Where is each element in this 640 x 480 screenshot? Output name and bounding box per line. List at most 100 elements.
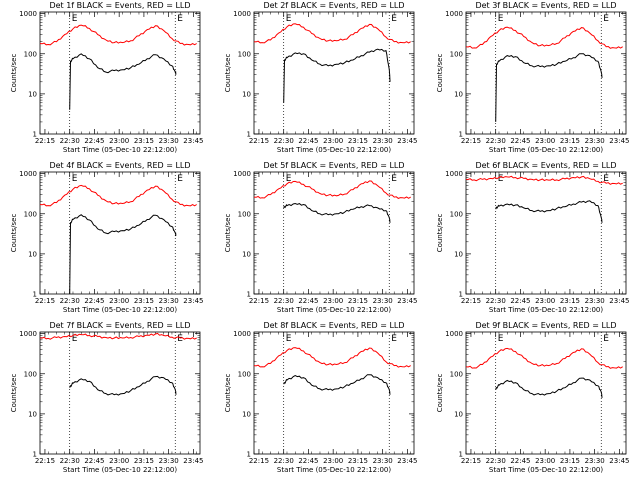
chart-svg: Det 7f BLACK = Events, RED = LLD 1 10 100 10…: [10, 321, 203, 474]
y-axis-label: Counts/sec: [436, 374, 444, 413]
x-axis-label: Start Time (05-Dec-10 22:12:00): [63, 146, 177, 154]
y-tick-label: 1: [459, 291, 463, 299]
event-marker-label: E: [498, 174, 504, 184]
plot-frame: [253, 331, 415, 455]
y-tick-label: 1: [247, 131, 251, 139]
x-tick-label: 23:00: [323, 137, 343, 145]
y-tick-label: 1: [33, 291, 37, 299]
x-tick-label: 23:30: [373, 297, 393, 305]
plot-frame: [39, 331, 201, 455]
y-tick-label: 1: [459, 131, 463, 139]
y-tick-label: 10: [242, 410, 251, 418]
series-line-events: [283, 48, 391, 103]
x-tick-label: 23:30: [373, 137, 393, 145]
chart-panel-7: Det 7f BLACK = Events, RED = LLD 1 10 100 10…: [4, 320, 214, 478]
x-tick-label: 22:15: [249, 137, 269, 145]
y-tick-label: 10: [28, 250, 37, 258]
x-axis-label: Start Time (05-Dec-10 22:12:00): [63, 466, 177, 474]
x-tick-label: 23:00: [535, 297, 555, 305]
y-tick-label: 1: [459, 451, 463, 459]
y-tick-label: 100: [24, 370, 37, 378]
series-line-events: [69, 53, 177, 110]
x-tick-label: 23:45: [183, 457, 203, 465]
x-tick-label: 22:30: [60, 137, 80, 145]
x-tick-label: 23:45: [397, 457, 417, 465]
chart-svg: Det 4f BLACK = Events, RED = LLD 1 10 100 10…: [10, 161, 203, 314]
event-marker-label: E: [603, 14, 609, 24]
x-tick-label: 22:45: [84, 297, 104, 305]
series-line-lld: [39, 184, 197, 207]
chart-panel-2: Det 2f BLACK = Events, RED = LLD 1 10 100 10…: [218, 0, 428, 158]
x-tick-label: 22:45: [84, 137, 104, 145]
event-marker-label: E: [72, 334, 78, 344]
x-tick-label: 23:30: [159, 297, 179, 305]
x-tick-label: 22:15: [35, 137, 55, 145]
chart-title: Det 1f BLACK = Events, RED = LLD: [49, 1, 190, 10]
x-axis-label: Start Time (05-Dec-10 22:12:00): [277, 466, 391, 474]
series-line-events: [69, 214, 177, 295]
x-tick-label: 22:45: [298, 297, 318, 305]
event-marker-label: E: [603, 174, 609, 184]
event-marker-label: E: [286, 14, 292, 24]
series-line-events: [69, 375, 177, 396]
x-tick-label: 23:00: [535, 457, 555, 465]
chart-panel-5: Det 5f BLACK = Events, RED = LLD 1 10 100 10…: [218, 160, 428, 318]
x-tick-label: 23:15: [348, 457, 368, 465]
series-line-lld: [39, 332, 197, 340]
x-tick-label: 23:15: [560, 137, 580, 145]
x-tick-label: 22:15: [461, 297, 481, 305]
y-tick-label: 1000: [233, 170, 251, 178]
x-tick-label: 22:30: [60, 457, 80, 465]
event-marker-label: E: [286, 334, 292, 344]
y-tick-label: 100: [24, 210, 37, 218]
x-tick-label: 23:45: [397, 137, 417, 145]
series-line-events: [283, 374, 391, 395]
plot-frame: [253, 171, 415, 295]
x-tick-label: 23:00: [323, 297, 343, 305]
y-tick-label: 10: [28, 90, 37, 98]
plot-frame: [253, 11, 415, 135]
y-tick-label: 100: [24, 50, 37, 58]
chart-title: Det 9f BLACK = Events, RED = LLD: [475, 321, 616, 330]
x-tick-label: 22:15: [461, 137, 481, 145]
x-tick-label: 23:00: [109, 137, 129, 145]
x-tick-label: 23:00: [109, 457, 129, 465]
x-tick-label: 23:15: [348, 297, 368, 305]
y-tick-label: 10: [242, 90, 251, 98]
series-line-lld: [253, 347, 411, 368]
chart-title: Det 2f BLACK = Events, RED = LLD: [263, 1, 404, 10]
x-tick-label: 23:45: [609, 457, 629, 465]
x-tick-label: 22:30: [486, 297, 506, 305]
series-line-lld: [465, 347, 623, 369]
x-axis-label: Start Time (05-Dec-10 22:12:00): [489, 466, 603, 474]
series-line-lld: [465, 26, 623, 49]
series-line-events: [495, 200, 603, 223]
y-axis-label: Counts/sec: [224, 374, 232, 413]
x-tick-label: 22:45: [298, 137, 318, 145]
x-tick-label: 22:30: [60, 297, 80, 305]
x-tick-label: 23:45: [183, 137, 203, 145]
chart-svg: Det 8f BLACK = Events, RED = LLD 1 10 100 10…: [224, 321, 417, 474]
event-marker-label: E: [177, 174, 183, 184]
y-tick-label: 100: [238, 370, 251, 378]
y-tick-label: 100: [238, 50, 251, 58]
x-tick-label: 22:30: [274, 137, 294, 145]
x-tick-label: 22:30: [486, 137, 506, 145]
x-tick-label: 23:00: [109, 297, 129, 305]
y-axis-label: Counts/sec: [224, 214, 232, 253]
chart-title: Det 3f BLACK = Events, RED = LLD: [475, 1, 616, 10]
x-tick-label: 22:45: [510, 457, 530, 465]
x-tick-label: 23:45: [609, 297, 629, 305]
x-axis-label: Start Time (05-Dec-10 22:12:00): [489, 306, 603, 314]
chart-svg: Det 3f BLACK = Events, RED = LLD 1 10 100 10…: [436, 1, 629, 154]
chart-panel-1: Det 1f BLACK = Events, RED = LLD 1 10 100 10…: [4, 0, 214, 158]
y-axis-label: Counts/sec: [436, 54, 444, 93]
chart-title: Det 7f BLACK = Events, RED = LLD: [49, 321, 190, 330]
chart-panel-6: Det 6f BLACK = Events, RED = LLD 1 10 100 10…: [430, 160, 640, 318]
event-marker-label: E: [177, 14, 183, 24]
y-axis-label: Counts/sec: [224, 54, 232, 93]
x-tick-label: 22:45: [298, 457, 318, 465]
y-tick-label: 1000: [19, 170, 37, 178]
x-tick-label: 22:45: [84, 457, 104, 465]
chart-svg: Det 1f BLACK = Events, RED = LLD 1 10 100 10…: [10, 1, 203, 154]
